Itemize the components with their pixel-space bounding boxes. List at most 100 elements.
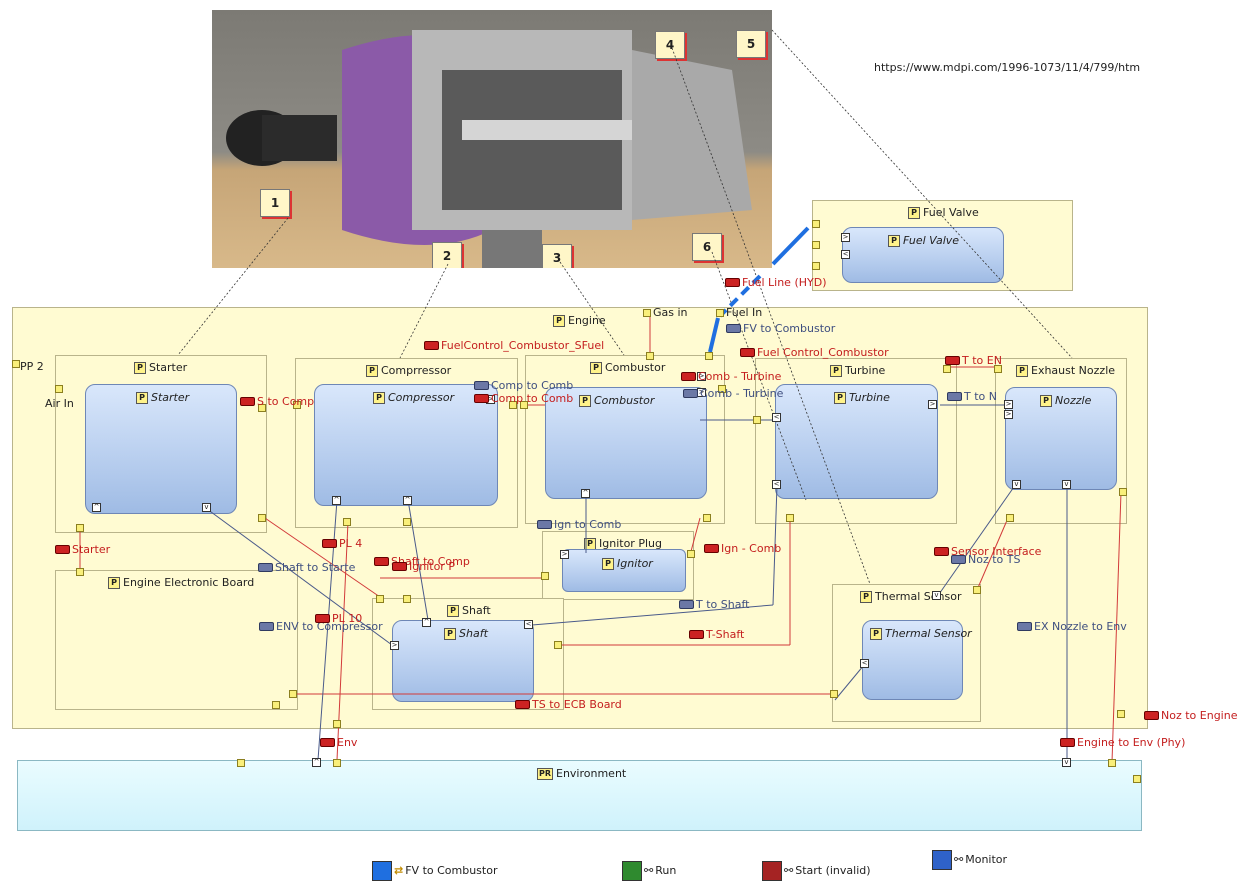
legend-run[interactable]: ⚯ Run bbox=[644, 864, 677, 877]
environment-port[interactable] bbox=[237, 759, 245, 767]
ecb-port[interactable] bbox=[76, 568, 84, 576]
ignitor-port[interactable] bbox=[541, 572, 549, 580]
fuel-valve-port[interactable] bbox=[812, 241, 820, 249]
connector-starter[interactable]: Starter bbox=[55, 543, 110, 556]
starter-port[interactable] bbox=[258, 404, 266, 412]
combustor-port[interactable] bbox=[520, 401, 528, 409]
flow-port[interactable]: ^ bbox=[92, 503, 101, 512]
engine-port[interactable] bbox=[1117, 710, 1125, 718]
flow-port[interactable]: ^ bbox=[581, 489, 590, 498]
connector-comb-turbine-1[interactable]: Comb - Turbine bbox=[681, 370, 781, 383]
connector-comp-to-comb-2[interactable]: Comp to Comb bbox=[474, 392, 573, 405]
connector-comp-to-comb-1[interactable]: Comp to Comb bbox=[474, 379, 573, 392]
compressor-port[interactable] bbox=[293, 401, 301, 409]
connector-fuelcontrol-sfuel[interactable]: FuelControl_Combustor_SFuel bbox=[424, 339, 604, 352]
shaft-part[interactable] bbox=[392, 620, 534, 702]
combustor-port[interactable] bbox=[718, 385, 726, 393]
legend-start[interactable]: ⚯ Start (invalid) bbox=[784, 864, 871, 877]
flow-port[interactable]: < bbox=[772, 480, 781, 489]
connector-t-to-n[interactable]: T to N bbox=[947, 390, 997, 403]
connector-comb-turbine-2[interactable]: Comb - Turbine bbox=[683, 387, 783, 400]
connector-env[interactable]: Env bbox=[320, 736, 357, 749]
pp2-port[interactable] bbox=[12, 360, 20, 368]
legend-fv-swatch[interactable] bbox=[372, 861, 392, 881]
thermal-sensor-port[interactable] bbox=[973, 586, 981, 594]
ecb-block[interactable] bbox=[55, 570, 298, 710]
thermal-sensor-port[interactable] bbox=[830, 690, 838, 698]
nozzle-port[interactable] bbox=[1119, 488, 1127, 496]
flow-port[interactable]: v bbox=[202, 503, 211, 512]
legend-fv[interactable]: ⇄ FV to Combustor bbox=[394, 864, 498, 877]
turbine-port[interactable] bbox=[753, 416, 761, 424]
compressor-port[interactable] bbox=[403, 518, 411, 526]
legend-run-swatch[interactable] bbox=[622, 861, 642, 881]
legend-monitor-swatch[interactable] bbox=[932, 850, 952, 870]
connector-ignitor-p[interactable]: Ignitor P bbox=[392, 560, 455, 573]
flow-port[interactable]: v bbox=[1012, 480, 1021, 489]
legend-start-swatch[interactable] bbox=[762, 861, 782, 881]
starter-port[interactable] bbox=[258, 514, 266, 522]
connector-fuel-line[interactable]: Fuel Line (HYD) bbox=[725, 276, 826, 289]
environment-port[interactable] bbox=[1133, 775, 1141, 783]
connector-s-to-comp[interactable]: S to Comp bbox=[240, 395, 314, 408]
flow-port[interactable]: > bbox=[560, 550, 569, 559]
compressor-port[interactable] bbox=[509, 401, 517, 409]
nozzle-port[interactable] bbox=[1006, 514, 1014, 522]
ecb-port[interactable] bbox=[272, 701, 280, 709]
shaft-port[interactable] bbox=[554, 641, 562, 649]
starter-port[interactable] bbox=[76, 524, 84, 532]
fuel-valve-port[interactable] bbox=[812, 262, 820, 270]
environment-port[interactable] bbox=[333, 759, 341, 767]
engine-port[interactable] bbox=[333, 720, 341, 728]
turbine-port[interactable] bbox=[943, 365, 951, 373]
shaft-port[interactable] bbox=[376, 595, 384, 603]
fuel-valve-part[interactable] bbox=[842, 227, 1004, 283]
flow-port[interactable]: ^ bbox=[403, 496, 412, 505]
shaft-port[interactable] bbox=[403, 595, 411, 603]
ignitor-port[interactable] bbox=[687, 550, 695, 558]
connector-pl4[interactable]: PL 4 bbox=[322, 537, 362, 550]
source-url[interactable]: https://www.mdpi.com/1996-1073/11/4/799/… bbox=[874, 61, 1141, 74]
connector-t-to-shaft[interactable]: T to Shaft bbox=[679, 598, 749, 611]
connector-shaft-to-comp[interactable]: Shaft to Comp bbox=[374, 555, 470, 568]
flow-port[interactable]: > bbox=[1004, 400, 1013, 409]
air-in-port[interactable] bbox=[55, 385, 63, 393]
fuel-in-port[interactable] bbox=[705, 352, 713, 360]
ecb-port[interactable] bbox=[289, 690, 297, 698]
combustor-part[interactable] bbox=[545, 387, 707, 499]
connector-ign-to-comb[interactable]: Ign to Comb bbox=[537, 518, 621, 531]
connector-engine-to-env[interactable]: Engine to Env (Phy) bbox=[1060, 736, 1185, 749]
turbine-part[interactable] bbox=[775, 384, 938, 499]
nozzle-part[interactable] bbox=[1005, 387, 1117, 490]
flow-port[interactable]: v bbox=[1062, 480, 1071, 489]
combustor-port[interactable] bbox=[703, 514, 711, 522]
flow-port[interactable]: > bbox=[928, 400, 937, 409]
connector-fuel-control-combustor[interactable]: Fuel Control_Combustor bbox=[740, 346, 889, 359]
ignitor-part[interactable] bbox=[562, 549, 686, 592]
environment-block[interactable] bbox=[17, 760, 1142, 831]
connector-t-shaft[interactable]: T-Shaft bbox=[689, 628, 744, 641]
connector-ex-nozzle-to-env[interactable]: EX Nozzle to Env bbox=[1017, 620, 1127, 633]
connector-pl10[interactable]: PL 10 bbox=[315, 612, 362, 625]
fuel-valve-port[interactable] bbox=[812, 220, 820, 228]
compressor-port[interactable] bbox=[343, 518, 351, 526]
connector-shaft-to-starte[interactable]: Shaft to Starte bbox=[258, 561, 355, 574]
legend-monitor[interactable]: ⚯ Monitor bbox=[954, 853, 1008, 866]
nozzle-port[interactable] bbox=[994, 365, 1002, 373]
connector-ign-comb[interactable]: Ign - Comb bbox=[704, 542, 781, 555]
flow-port[interactable]: ^ bbox=[422, 618, 431, 627]
flow-port[interactable]: v bbox=[1062, 758, 1071, 767]
flow-port[interactable]: < bbox=[860, 659, 869, 668]
flow-port[interactable]: > bbox=[390, 641, 399, 650]
connector-sensor-interface[interactable]: Sensor Interface bbox=[934, 545, 1041, 558]
connector-t-to-en[interactable]: T to EN bbox=[945, 354, 1002, 367]
connector-ts-to-ecb[interactable]: TS to ECB Board bbox=[515, 698, 622, 711]
connector-noz-to-ts[interactable]: Noz to TS bbox=[951, 553, 1020, 566]
gas-in-port[interactable] bbox=[646, 352, 654, 360]
connector-fv-to-combustor[interactable]: FV to Combustor bbox=[726, 322, 835, 335]
connector-noz-to-engine[interactable]: Noz to Engine bbox=[1144, 709, 1237, 722]
flow-port[interactable]: ^ bbox=[312, 758, 321, 767]
flow-port[interactable]: < bbox=[524, 620, 533, 629]
flow-port[interactable]: < bbox=[772, 413, 781, 422]
flow-port[interactable]: v bbox=[932, 591, 941, 600]
